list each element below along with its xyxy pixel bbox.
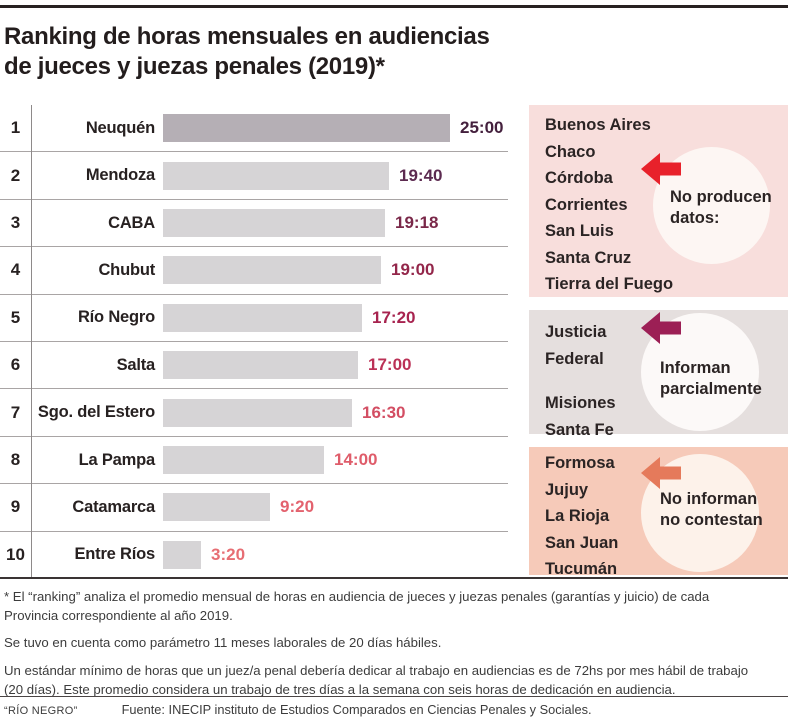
value-label: 14:00	[334, 450, 378, 470]
list-item: La Rioja	[545, 507, 610, 525]
value-bar	[163, 256, 381, 285]
chart-row: 6 Salta 17:00	[0, 342, 508, 390]
province-label: Neuquén	[85, 118, 155, 137]
top-rule	[0, 5, 788, 8]
value-bar	[163, 540, 201, 569]
value-label: 9:20	[280, 497, 315, 517]
status-boxes: Buenos Aires Chaco Córdoba Corrientes Sa…	[529, 105, 788, 578]
source-brand: “RÍO NEGRO”	[4, 705, 78, 717]
province-label: Sgo. del Estero	[37, 403, 155, 422]
footnote-3: Un estándar mínimo de horas que un juez/…	[4, 663, 749, 697]
chart-row: 1 Neuquén 25:00	[0, 105, 508, 153]
province-label: Salta	[116, 355, 156, 374]
page-title-line-1: Ranking de horas mensuales en audiencias	[4, 23, 490, 50]
rank-label: 10	[6, 544, 25, 564]
value-bar	[163, 351, 358, 380]
status-box-informan-parcialmente: Justicia Federal Misiones Santa Fe Infor…	[529, 310, 788, 439]
status-box-no-informan-no-contestan: Formosa Jujuy La Rioja San Juan Tucumán …	[529, 447, 788, 578]
province-label: Chubut	[98, 260, 155, 279]
source-divider	[0, 696, 788, 697]
status-circle-label: No informan no contestan	[660, 490, 763, 529]
list-item: Santa Cruz	[545, 248, 632, 267]
chart-row: 7 Sgo. del Estero 16:30	[0, 389, 508, 437]
footnotes: * El “ranking” analiza el promedio mensu…	[4, 588, 762, 709]
rank-label: 4	[10, 260, 21, 280]
footnote-1: * El “ranking” analiza el promedio mensu…	[4, 589, 710, 623]
value-bar	[163, 114, 450, 143]
province-list: Justicia Federal Misiones Santa Fe	[545, 319, 645, 443]
province-list: Buenos Aires Chaco Córdoba Corrientes Sa…	[545, 112, 673, 298]
value-bar	[163, 493, 270, 522]
list-item: Formosa	[545, 454, 615, 472]
bottom-rule	[0, 577, 788, 579]
value-bar	[163, 303, 362, 332]
value-label: 16:30	[362, 402, 406, 422]
list-item: Misiones	[545, 394, 616, 412]
status-circle-label: Informan parcialmente	[660, 359, 762, 398]
value-label: 19:40	[399, 165, 443, 185]
list-item: Tucumán	[545, 560, 618, 578]
rank-label: 7	[10, 402, 21, 422]
chart-row: 4 Chubut 19:00	[0, 247, 508, 295]
list-item: Justicia Federal	[545, 323, 607, 368]
province-label: Mendoza	[85, 166, 155, 185]
arrow-left-icon	[641, 457, 681, 489]
list-item: Jujuy	[545, 480, 589, 499]
rank-label: 6	[10, 355, 21, 375]
page-title-line-2: de jueces y juezas penales (2019)*	[4, 53, 385, 80]
value-label: 3:20	[211, 544, 246, 564]
page-title: Ranking de horas mensuales en audiencias…	[4, 22, 490, 82]
province-list: Formosa Jujuy La Rioja San Juan Tucumán	[545, 450, 618, 583]
value-bar	[163, 161, 389, 190]
value-label: 25:00	[460, 118, 504, 138]
value-bar	[163, 446, 324, 475]
source-row: “RÍO NEGRO” Fuente: INECIP instituto de …	[4, 702, 592, 717]
footnote-2: Se tuvo en cuenta como parámetro 11 mese…	[4, 635, 442, 651]
status-box-no-producen-datos: Buenos Aires Chaco Córdoba Corrientes Sa…	[529, 105, 788, 297]
chart-row: 10 Entre Ríos 3:20	[0, 532, 508, 578]
list-item: San Luis	[545, 222, 614, 240]
value-bar	[163, 398, 352, 427]
list-item: Chaco	[545, 142, 596, 161]
value-label: 19:00	[391, 260, 435, 280]
value-label: 17:20	[372, 307, 416, 327]
rank-label: 2	[10, 165, 21, 185]
rank-label: 9	[10, 497, 21, 517]
arrow-left-icon	[641, 312, 681, 344]
province-label: La Pampa	[78, 450, 156, 469]
chart-row: 2 Mendoza 19:40	[0, 152, 508, 200]
rank-label: 1	[10, 118, 21, 138]
list-item: Tierra del Fuego	[545, 275, 674, 293]
province-label: Entre Ríos	[74, 545, 155, 564]
value-bar	[163, 209, 385, 238]
chart-row: 8 La Pampa 14:00	[0, 437, 508, 485]
list-item: Buenos Aires	[545, 116, 651, 134]
rank-label: 3	[10, 213, 21, 233]
rank-label: 8	[10, 450, 21, 470]
list-item: Corrientes	[545, 195, 628, 214]
province-label: Río Negro	[77, 308, 155, 327]
list-item: San Juan	[545, 533, 619, 552]
arrow-left-icon	[641, 153, 681, 185]
province-label: Catamarca	[72, 497, 155, 516]
chart-row: 3 CABA 19:18	[0, 200, 508, 248]
source-text: Fuente: INECIP instituto de Estudios Com…	[121, 702, 592, 717]
list-item: Córdoba	[545, 169, 613, 187]
value-label: 17:00	[368, 355, 412, 375]
status-circle-label: No producen datos:	[670, 188, 772, 227]
ranking-bar-chart: 1 Neuquén 25:00 2 Mendoza 19:40 3 CABA 1…	[0, 105, 508, 578]
province-label: CABA	[108, 213, 155, 232]
chart-row: 5 Río Negro 17:20	[0, 295, 508, 343]
value-label: 19:18	[395, 213, 439, 233]
rank-column-divider	[31, 105, 32, 578]
chart-row: 9 Catamarca 9:20	[0, 484, 508, 532]
list-item: Santa Fe	[545, 420, 614, 439]
rank-label: 5	[10, 307, 21, 327]
